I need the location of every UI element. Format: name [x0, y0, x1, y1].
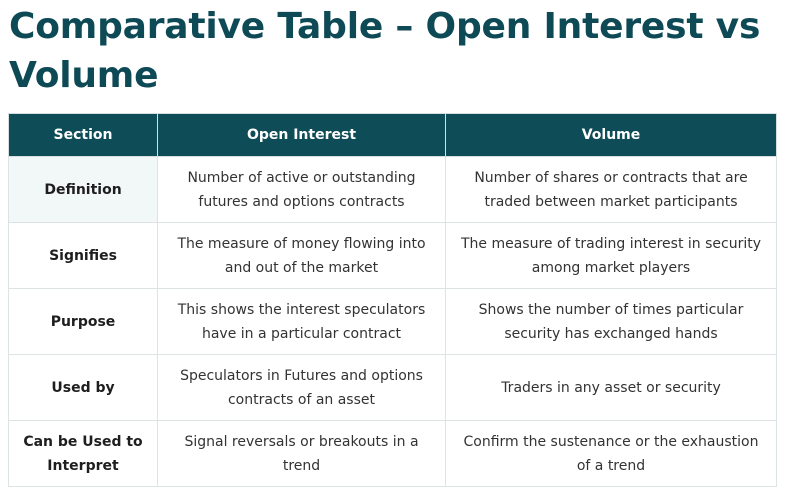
volume-cell: Traders in any asset or security [445, 354, 777, 421]
open-interest-cell: Number of active or outstanding futures … [157, 156, 446, 223]
header-section: Section [8, 113, 158, 157]
header-row: Section Open Interest Volume [8, 113, 777, 157]
table-header: Section Open Interest Volume [8, 113, 777, 157]
section-cell: Definition [8, 156, 158, 223]
volume-cell: Confirm the sustenance or the exhaustion… [445, 420, 777, 487]
comparison-table-container: Section Open Interest Volume Definition … [8, 113, 777, 487]
header-volume: Volume [445, 113, 777, 157]
section-cell: Purpose [8, 288, 158, 355]
table-row: Used by Speculators in Futures and optio… [8, 354, 777, 421]
table-row: Signifies The measure of money flowing i… [8, 222, 777, 289]
table-row: Can be Used to Interpret Signal reversal… [8, 420, 777, 487]
section-cell: Can be Used to Interpret [8, 420, 158, 487]
volume-cell: Number of shares or contracts that are t… [445, 156, 777, 223]
volume-cell: The measure of trading interest in secur… [445, 222, 777, 289]
table-body: Definition Number of active or outstandi… [8, 156, 777, 487]
open-interest-cell: Speculators in Futures and options contr… [157, 354, 446, 421]
page-title: Comparative Table – Open Interest vs Vol… [9, 6, 761, 96]
table-row: Definition Number of active or outstandi… [8, 156, 777, 223]
table-row: Purpose This shows the interest speculat… [8, 288, 777, 355]
open-interest-cell: This shows the interest speculators have… [157, 288, 446, 355]
header-open-interest: Open Interest [157, 113, 446, 157]
open-interest-cell: Signal reversals or breakouts in a trend [157, 420, 446, 487]
volume-cell: Shows the number of times particular sec… [445, 288, 777, 355]
section-cell: Used by [8, 354, 158, 421]
open-interest-cell: The measure of money flowing into and ou… [157, 222, 446, 289]
comparison-table: Section Open Interest Volume Definition … [8, 113, 777, 487]
section-cell: Signifies [8, 222, 158, 289]
